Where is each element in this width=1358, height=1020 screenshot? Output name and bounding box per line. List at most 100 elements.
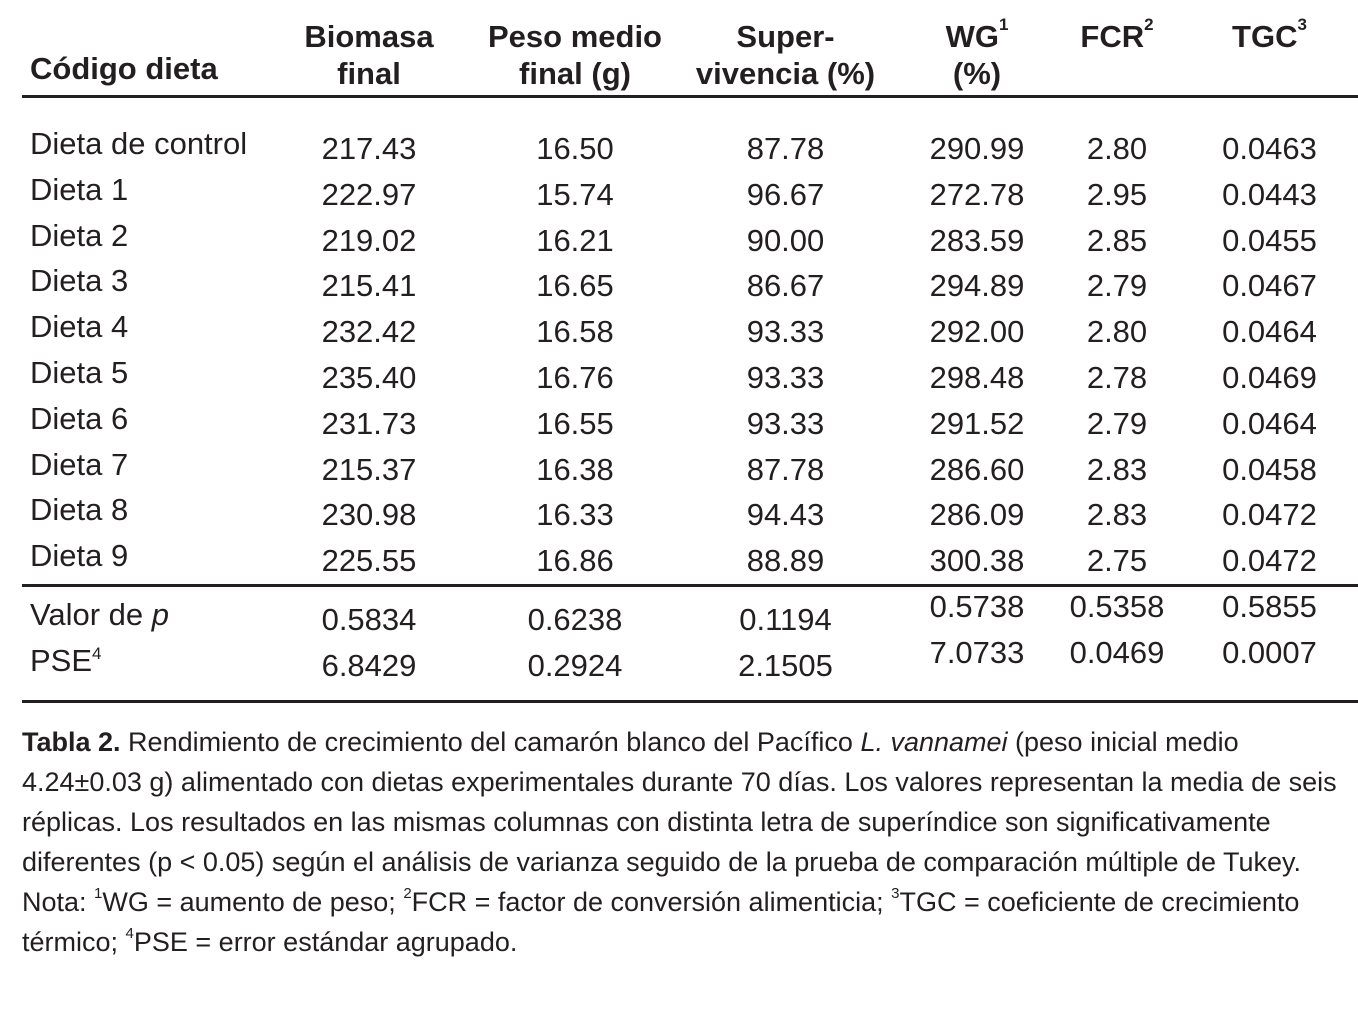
header-fcr-sup: 2	[1144, 15, 1154, 34]
cell-survival: 94.43	[746, 497, 825, 533]
cell-tgc: 0.0458	[1222, 451, 1317, 487]
header-tgc: TGC3	[1207, 15, 1332, 55]
note-2-sup: 2	[403, 885, 412, 902]
table-row: Dieta 4 232.42 16.58 93.33 292.00 2.80 0.0464	[22, 307, 1358, 349]
cell-biomass: 6.8429	[321, 647, 417, 683]
cell-survival: 87.78	[746, 131, 825, 166]
cell-wg: 294.89	[929, 268, 1025, 304]
note-1: WG = aumento de peso;	[102, 887, 404, 917]
cell-weight: 15.74	[536, 176, 614, 212]
cell-weight: 16.33	[536, 497, 614, 533]
cell-fcr: 2.79	[1086, 268, 1148, 304]
row-label: PSE4	[30, 641, 102, 681]
cell-weight: 16.38	[536, 451, 614, 487]
header-fcr: FCR2	[1057, 15, 1177, 55]
cell-weight: 16.86	[536, 543, 614, 579]
cell-weight: 16.21	[536, 222, 614, 258]
note-3-sup: 3	[891, 885, 900, 902]
cell-tgc: 0.0464	[1222, 314, 1317, 350]
cell-wg: 286.09	[929, 497, 1025, 533]
caption-paragraph: Tabla 2. Rendimiento de crecimiento del …	[22, 722, 1348, 882]
table-row: Dieta 1 222.97 15.74 96.67 272.78 2.95 0.0443	[22, 170, 1358, 212]
row-label: Valor de p	[30, 595, 169, 635]
cell-survival: 96.67	[746, 176, 825, 212]
cell-biomass: 230.98	[321, 497, 417, 533]
row-label: Dieta de control	[30, 124, 247, 164]
header-biomass-line1: Biomasa	[304, 19, 434, 54]
row-label-text: PSE	[30, 642, 93, 678]
row-label-text: Dieta 5	[30, 355, 129, 390]
cell-biomass: 217.43	[321, 131, 417, 166]
table-row: Dieta 7 215.37 16.38 87.78 286.60 2.83 0.0458	[22, 445, 1358, 487]
note-2: FCR = factor de conversión alimenticia;	[411, 887, 892, 917]
note-prefix: Nota:	[22, 887, 95, 917]
table-row: Dieta 9 225.55 16.86 88.89 300.38 2.75 0.0472	[22, 536, 1358, 578]
table-row: Dieta 2 219.02 16.21 90.00 283.59 2.85 0.0455	[22, 216, 1358, 258]
cell-survival: 88.89	[746, 543, 825, 579]
cell-fcr: 2.75	[1086, 543, 1148, 579]
row-label-text: Dieta 4	[30, 309, 129, 345]
row-label-text: Dieta 8	[30, 492, 129, 528]
cell-survival: 93.33	[746, 360, 825, 395]
cell-survival: 93.33	[746, 314, 825, 350]
caption-text-a: Rendimiento de crecimiento del camarón b…	[120, 727, 861, 757]
cell-tgc: 0.5855	[1222, 589, 1317, 624]
cell-fcr: 2.80	[1086, 131, 1148, 166]
row-label-sup: 4	[92, 643, 102, 663]
table-row: Dieta 3 215.41 16.65 86.67 294.89 2.79 0.0467	[22, 261, 1358, 303]
cell-fcr: 2.85	[1086, 222, 1148, 258]
cell-wg: 292.00	[929, 314, 1025, 350]
cell-tgc: 0.0007	[1222, 634, 1317, 670]
header-tgc-sup: 3	[1297, 15, 1307, 34]
cell-survival: 87.78	[746, 451, 825, 487]
cell-fcr: 2.83	[1086, 451, 1148, 487]
table-row: Dieta 6 231.73 16.55 93.33 291.52 2.79 0.0464	[22, 399, 1358, 441]
header-wg: WG1 (%)	[912, 15, 1042, 92]
cell-wg: 298.48	[929, 360, 1025, 395]
row-label: Dieta 6	[30, 399, 128, 439]
row-label: Dieta 4	[30, 307, 128, 347]
header-wg-line2: (%)	[952, 56, 1002, 91]
row-label: Dieta 7	[30, 445, 128, 485]
row-label: Dieta 1	[30, 170, 128, 210]
row-label: Dieta 5	[30, 353, 128, 393]
note-4: PSE = error estándar agrupado.	[133, 927, 518, 957]
caption-note: Nota: 1WG = aumento de peso; 2FCR = fact…	[22, 882, 1348, 962]
header-weight-line2: final (g)	[519, 56, 631, 91]
cell-tgc: 0.0463	[1222, 131, 1317, 166]
stats-row: PSE4 6.8429 0.2924 2.1505 7.0733 0.0469 0.0007	[22, 635, 1358, 683]
cell-wg: 300.38	[929, 543, 1025, 579]
cell-biomass: 235.40	[321, 360, 417, 395]
cell-tgc: 0.0469	[1222, 360, 1317, 395]
cell-wg: 286.60	[929, 451, 1025, 487]
table-row: Dieta 8 230.98 16.33 94.43 286.09 2.83 0.0472	[22, 490, 1358, 532]
table-row: Dieta de control 217.43 16.50 87.78 290.99 2.…	[22, 124, 1358, 166]
stats-row: Valor de p 0.5834 0.6238 0.1194 0.5738 0.5358…	[22, 589, 1358, 637]
cell-survival: 86.67	[746, 268, 825, 304]
header-survival-line1: Super-	[736, 19, 835, 54]
header-code-label: Código dieta	[30, 51, 218, 86]
cell-weight: 16.65	[536, 268, 614, 304]
row-label-text: Dieta 1	[30, 171, 129, 207]
header-biomass-line2: final	[337, 56, 401, 91]
header-weight: Peso medio final (g)	[465, 18, 685, 92]
header-biomass: Biomasa final	[284, 18, 454, 92]
cell-tgc: 0.0464	[1222, 405, 1317, 441]
cell-wg: 0.5738	[929, 589, 1025, 624]
cell-survival: 90.00	[746, 222, 825, 258]
cell-biomass: 219.02	[321, 222, 417, 258]
caption-title: Tabla 2.	[22, 727, 121, 757]
cell-weight: 16.58	[536, 314, 614, 350]
cell-biomass: 231.73	[321, 405, 417, 441]
cell-biomass: 225.55	[321, 543, 417, 579]
cell-wg: 291.52	[929, 405, 1025, 441]
cell-fcr: 2.79	[1086, 405, 1148, 441]
cell-fcr: 2.83	[1086, 497, 1148, 533]
header-wg-sup: 1	[998, 15, 1009, 34]
cell-tgc: 0.0455	[1222, 222, 1317, 258]
row-label: Dieta 2	[30, 216, 128, 256]
row-label-text: Dieta 9	[30, 538, 129, 574]
row-label-text: Dieta 6	[30, 400, 129, 436]
row-label-text: Valor de	[30, 597, 152, 632]
cell-weight: 16.50	[536, 131, 614, 166]
